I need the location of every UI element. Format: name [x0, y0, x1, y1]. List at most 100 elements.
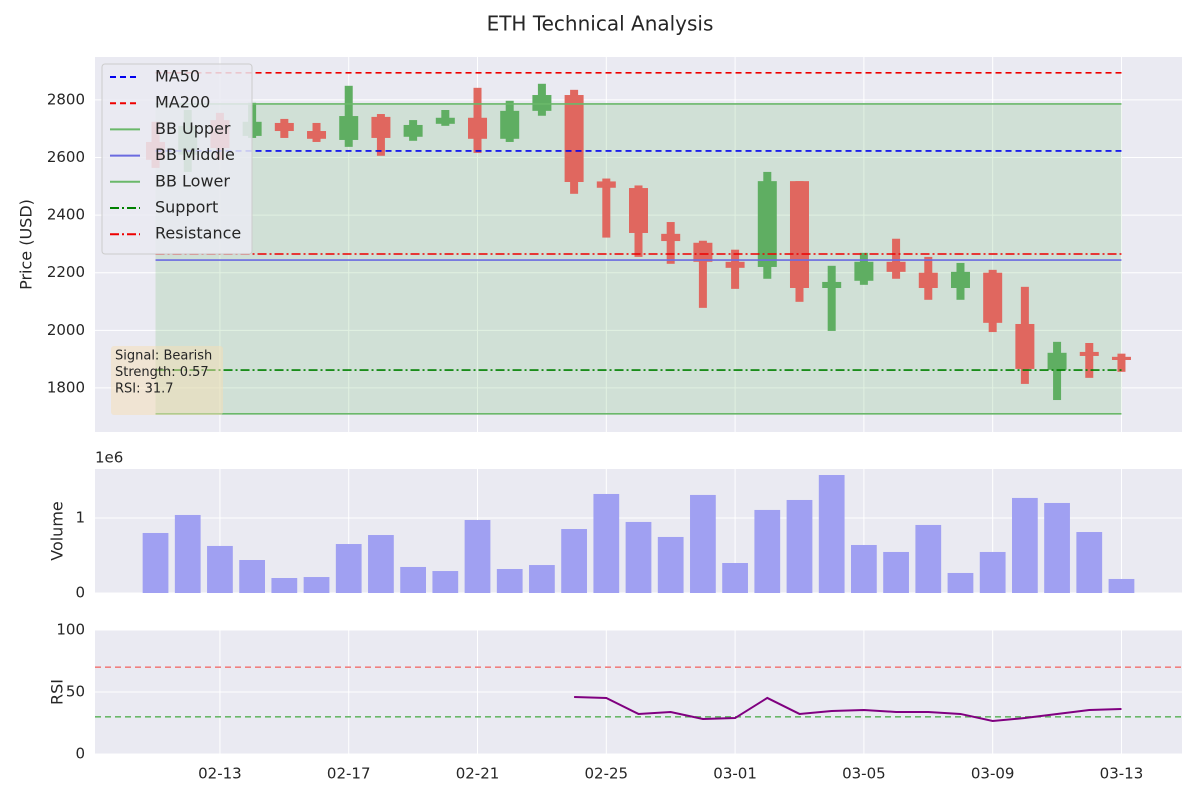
- candle-body: [403, 124, 423, 137]
- bar: [625, 521, 652, 593]
- candle-body: [307, 131, 327, 139]
- bollinger-band-fill: [155, 103, 1122, 414]
- bar: [464, 520, 491, 593]
- x-tick-label: 02-17: [327, 765, 371, 783]
- candle-wick: [1085, 343, 1094, 378]
- y-tick-label: 50: [66, 683, 85, 701]
- y-tick-label: 100: [56, 621, 85, 639]
- legend-label: BB Upper: [155, 119, 231, 138]
- bar: [239, 559, 266, 593]
- y-axis-label: Price (USD): [17, 199, 36, 290]
- candle-body: [983, 272, 1003, 323]
- candle-body: [725, 261, 745, 268]
- bar: [979, 551, 1006, 593]
- bar: [818, 475, 845, 593]
- candle-wick: [1053, 341, 1062, 401]
- candle-body: [532, 95, 552, 111]
- candle-wick: [1117, 353, 1126, 372]
- candle-body: [886, 261, 906, 272]
- x-tick-label: 03-05: [842, 765, 886, 783]
- bar: [915, 524, 942, 593]
- candle-wick: [731, 249, 740, 289]
- rsi-line: [574, 695, 1122, 723]
- y-tick-label: 2200: [47, 263, 85, 281]
- y-tick-label: 1: [75, 508, 85, 526]
- annotation-text: Strength: 0.57: [115, 365, 209, 380]
- legend-label: MA200: [155, 93, 210, 112]
- candle-body: [1079, 351, 1099, 356]
- candle-body: [371, 116, 391, 138]
- candle-body: [274, 122, 294, 132]
- x-tick-label: 03-13: [1100, 765, 1144, 783]
- annotation-background: [111, 346, 223, 415]
- legend-label: BB Middle: [155, 145, 235, 164]
- candle-wick: [827, 265, 836, 331]
- bar: [368, 535, 394, 593]
- bar: [1011, 497, 1038, 593]
- y-tick-label: 1800: [47, 378, 85, 396]
- candle-body: [661, 233, 681, 242]
- candle-wick: [698, 240, 707, 308]
- bar: [271, 577, 298, 593]
- bar: [303, 577, 330, 593]
- legend-label: Support: [155, 198, 218, 217]
- candle-body: [822, 281, 842, 288]
- bar: [1108, 578, 1135, 593]
- candle-body: [1015, 323, 1035, 369]
- bar: [400, 566, 426, 593]
- bar: [335, 544, 362, 593]
- y-offset-label: 1e6: [95, 449, 123, 467]
- candle-body: [468, 117, 488, 139]
- bar: [593, 493, 620, 593]
- y-tick-label: 2800: [47, 90, 85, 108]
- bar: [786, 499, 813, 593]
- bar: [883, 551, 909, 593]
- candle-wick: [602, 178, 611, 238]
- bar: [754, 509, 781, 593]
- y-axis-label: Volume: [48, 501, 67, 561]
- candle-body: [564, 95, 584, 182]
- x-tick-label: 02-13: [198, 765, 242, 783]
- y-tick-label: 0: [75, 584, 85, 602]
- bar: [207, 545, 233, 593]
- legend: MA50 MA200 BB Upper BB Middle BB Lower Suppor…: [101, 63, 253, 255]
- candle-body: [789, 181, 809, 288]
- y-tick-label: 0: [75, 745, 85, 763]
- y-tick-label: 2600: [47, 148, 85, 166]
- candle-body: [950, 271, 970, 288]
- bar: [174, 514, 201, 593]
- bar: [432, 571, 459, 593]
- y-tick-label: 2000: [47, 321, 85, 339]
- candle-body: [693, 242, 713, 262]
- candle-body: [757, 181, 777, 267]
- x-tick-label: 03-01: [713, 765, 757, 783]
- candle-body: [1111, 356, 1131, 360]
- candle-body: [629, 188, 648, 233]
- x-tick-label: 02-21: [456, 765, 500, 783]
- legend-label: BB Lower: [155, 171, 230, 190]
- legend-label: MA50: [155, 67, 200, 86]
- candle-body: [435, 117, 455, 124]
- x-tick-label: 02-25: [585, 765, 629, 783]
- annotation-text: Signal: Bearish: [115, 349, 212, 364]
- bar: [1044, 502, 1070, 593]
- bar: [561, 529, 587, 593]
- candle-body: [500, 110, 520, 139]
- bar: [496, 568, 523, 593]
- legend-label: Resistance: [155, 224, 241, 243]
- candle-body: [918, 272, 938, 288]
- candle-body: [854, 261, 874, 281]
- bar: [722, 562, 748, 593]
- candle-body: [596, 181, 616, 188]
- y-tick-label: 2400: [47, 206, 85, 224]
- candle-wick: [892, 238, 901, 279]
- bar: [851, 544, 877, 593]
- candle-body: [339, 116, 359, 140]
- annotation-text: RSI: 31.7: [115, 382, 174, 397]
- legend-box: [101, 63, 253, 255]
- x-tick-label: 03-09: [971, 765, 1015, 783]
- y-axis-label: RSI: [48, 679, 67, 705]
- bar: [142, 532, 169, 593]
